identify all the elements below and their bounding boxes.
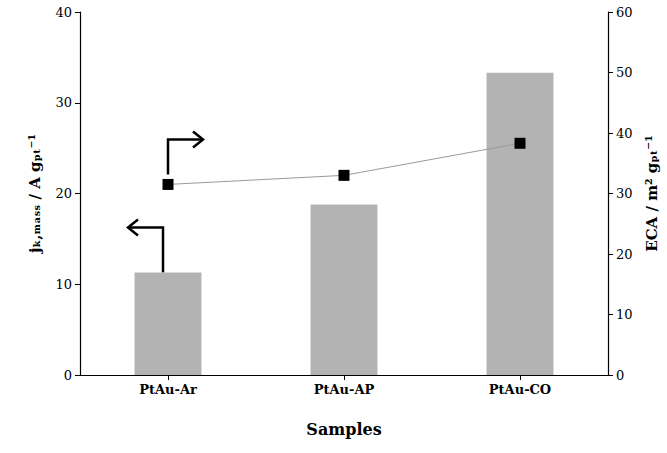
svg-text:20: 20 (55, 186, 72, 201)
svg-text:Samples: Samples (306, 420, 381, 439)
svg-text:jₖ,ₘₐₛₛ / A gₚₜ⁻¹: jₖ,ₘₐₛₛ / A gₚₜ⁻¹ (26, 134, 44, 255)
svg-text:10: 10 (55, 277, 72, 292)
svg-text:0: 0 (616, 368, 624, 383)
svg-text:ECA / m² gₚₜ⁻¹: ECA / m² gₚₜ⁻¹ (643, 135, 661, 252)
svg-text:50: 50 (616, 65, 633, 80)
svg-text:PtAu-CO: PtAu-CO (489, 382, 551, 397)
svg-text:30: 30 (55, 95, 72, 110)
svg-text:0: 0 (64, 368, 72, 383)
svg-text:60: 60 (616, 5, 633, 20)
svg-text:40: 40 (55, 5, 72, 20)
svg-text:30: 30 (616, 186, 633, 201)
svg-text:PtAu-AP: PtAu-AP (314, 382, 375, 397)
svg-text:20: 20 (616, 247, 633, 262)
svg-text:10: 10 (616, 307, 633, 322)
svg-text:40: 40 (616, 126, 633, 141)
svg-text:PtAu-Ar: PtAu-Ar (139, 382, 197, 397)
